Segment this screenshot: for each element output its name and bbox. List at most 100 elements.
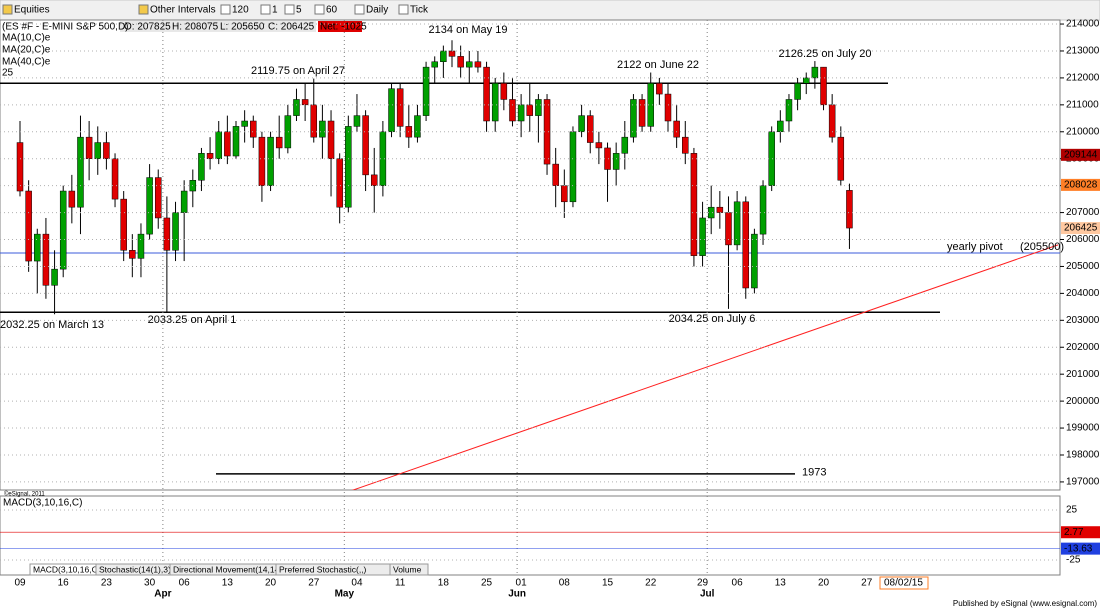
- candle-body: [250, 120, 257, 138]
- tab-label[interactable]: Preferred Stochastic(,,): [279, 564, 367, 574]
- price-tag: [1061, 148, 1100, 161]
- x-tick-label: 20: [265, 578, 277, 589]
- candle-body: [431, 61, 438, 68]
- candle-body: [163, 217, 171, 251]
- x-tick-label: 22: [645, 578, 657, 589]
- x-tick-label: 23: [101, 578, 113, 589]
- y-tick-label: 212000: [1066, 73, 1100, 84]
- price-tag-label: 206425: [1064, 223, 1098, 234]
- trendline: [351, 244, 1059, 490]
- candle-body: [569, 131, 577, 203]
- candle-body: [794, 83, 801, 100]
- level-label: 1973: [802, 467, 826, 479]
- y-tick-label: 207000: [1066, 207, 1100, 218]
- candle-body: [414, 115, 421, 138]
- macd-tick-label: -25: [1066, 555, 1081, 566]
- toolbar-item[interactable]: 120: [232, 5, 249, 16]
- candle-body: [370, 174, 378, 186]
- candle-body: [336, 158, 343, 208]
- legend-entry: MA(20,C)e: [2, 45, 51, 56]
- candle-body: [422, 66, 430, 116]
- candle-body: [206, 153, 214, 159]
- macd-tag-label: 2.77: [1064, 527, 1084, 538]
- toolbar-item[interactable]: 1: [272, 5, 278, 16]
- candle-body: [111, 158, 119, 200]
- month-label: Jun: [508, 589, 526, 600]
- toolbar-icon: [2, 4, 13, 15]
- quote: O: 207825: [124, 22, 171, 33]
- candle-body: [198, 153, 205, 181]
- annotation: 2134 on May 19: [429, 24, 508, 36]
- toolbar-item[interactable]: 5: [296, 5, 302, 16]
- candle-body: [664, 93, 672, 122]
- toolbar-icon: [314, 4, 325, 15]
- x-tick-label: 01: [516, 578, 528, 589]
- candle-body: [448, 50, 456, 57]
- candle-body: [802, 77, 810, 84]
- y-tick-label: 205000: [1066, 261, 1100, 272]
- legend-entry: MA(10,C)e: [2, 33, 51, 44]
- candle-body: [103, 142, 110, 159]
- level-note: yearly pivot: [947, 241, 1003, 253]
- candle-body: [725, 212, 732, 246]
- toolbar-item[interactable]: Daily: [366, 5, 388, 16]
- month-label: May: [335, 589, 355, 600]
- tab-label[interactable]: Volume: [393, 564, 422, 574]
- copyright: ©eSignal, 2011: [4, 491, 45, 498]
- tab-label[interactable]: Stochastic(14(1),3): [99, 564, 171, 574]
- candle-body: [474, 61, 482, 68]
- candle-body: [517, 104, 525, 122]
- toolbar-item[interactable]: 60: [326, 5, 338, 16]
- candle-body: [466, 61, 473, 68]
- annotation: 2122 on June 22: [617, 59, 699, 71]
- tab-label[interactable]: Directional Movement(14,14): [173, 564, 282, 574]
- tab-label[interactable]: MACD(3,10,16,C): [33, 564, 101, 574]
- toolbar-item[interactable]: Other Intervals: [150, 5, 216, 16]
- y-tick-label: 211000: [1066, 99, 1099, 110]
- toolbar-icon: [220, 4, 231, 15]
- candle-body: [34, 233, 41, 262]
- x-tick-label: 20: [818, 578, 830, 589]
- candle-body: [241, 120, 248, 127]
- candle-body: [586, 115, 594, 143]
- date-box: [879, 576, 929, 590]
- candle-body: [491, 83, 499, 122]
- toolbar-icon: [260, 4, 271, 15]
- candle-body: [742, 201, 750, 289]
- x-tick-label: 06: [179, 578, 191, 589]
- y-tick-label: 203000: [1066, 315, 1100, 326]
- toolbar-item[interactable]: Equities: [14, 5, 50, 16]
- candle-body: [275, 136, 283, 149]
- candle-body: [16, 142, 24, 192]
- candle-body: [699, 217, 706, 256]
- quote-bar: [120, 21, 316, 32]
- candle-body: [77, 136, 84, 208]
- candle-body: [578, 115, 585, 133]
- candle-body: [509, 99, 516, 122]
- quote: H: 208075: [172, 22, 219, 33]
- x-tick-label: 25: [481, 578, 493, 589]
- net-box: [318, 21, 362, 32]
- tab[interactable]: [389, 563, 429, 576]
- y-tick-label: 199000: [1066, 423, 1100, 434]
- candle-body: [604, 147, 611, 170]
- toolbar-item[interactable]: Tick: [410, 5, 429, 16]
- candle-body: [846, 190, 853, 229]
- candle-body: [120, 198, 127, 251]
- price-tag: [1061, 222, 1100, 235]
- macd-tag-label: -13.63: [1064, 543, 1093, 554]
- candle-body: [759, 185, 767, 235]
- x-tick-label: 04: [351, 578, 363, 589]
- x-tick-label: 29: [697, 578, 709, 589]
- footer: Published by eSignal (www.esignal.com): [953, 599, 1097, 608]
- net: Net: -1025: [320, 22, 367, 33]
- candle-body: [612, 153, 620, 170]
- candle-body: [751, 233, 758, 289]
- x-tick-label: 08: [559, 578, 571, 589]
- month-label: Apr: [154, 589, 171, 600]
- candle-body: [535, 99, 542, 116]
- x-tick-label: 13: [775, 578, 787, 589]
- x-tick-label: 15: [602, 578, 614, 589]
- candle-body: [180, 190, 188, 213]
